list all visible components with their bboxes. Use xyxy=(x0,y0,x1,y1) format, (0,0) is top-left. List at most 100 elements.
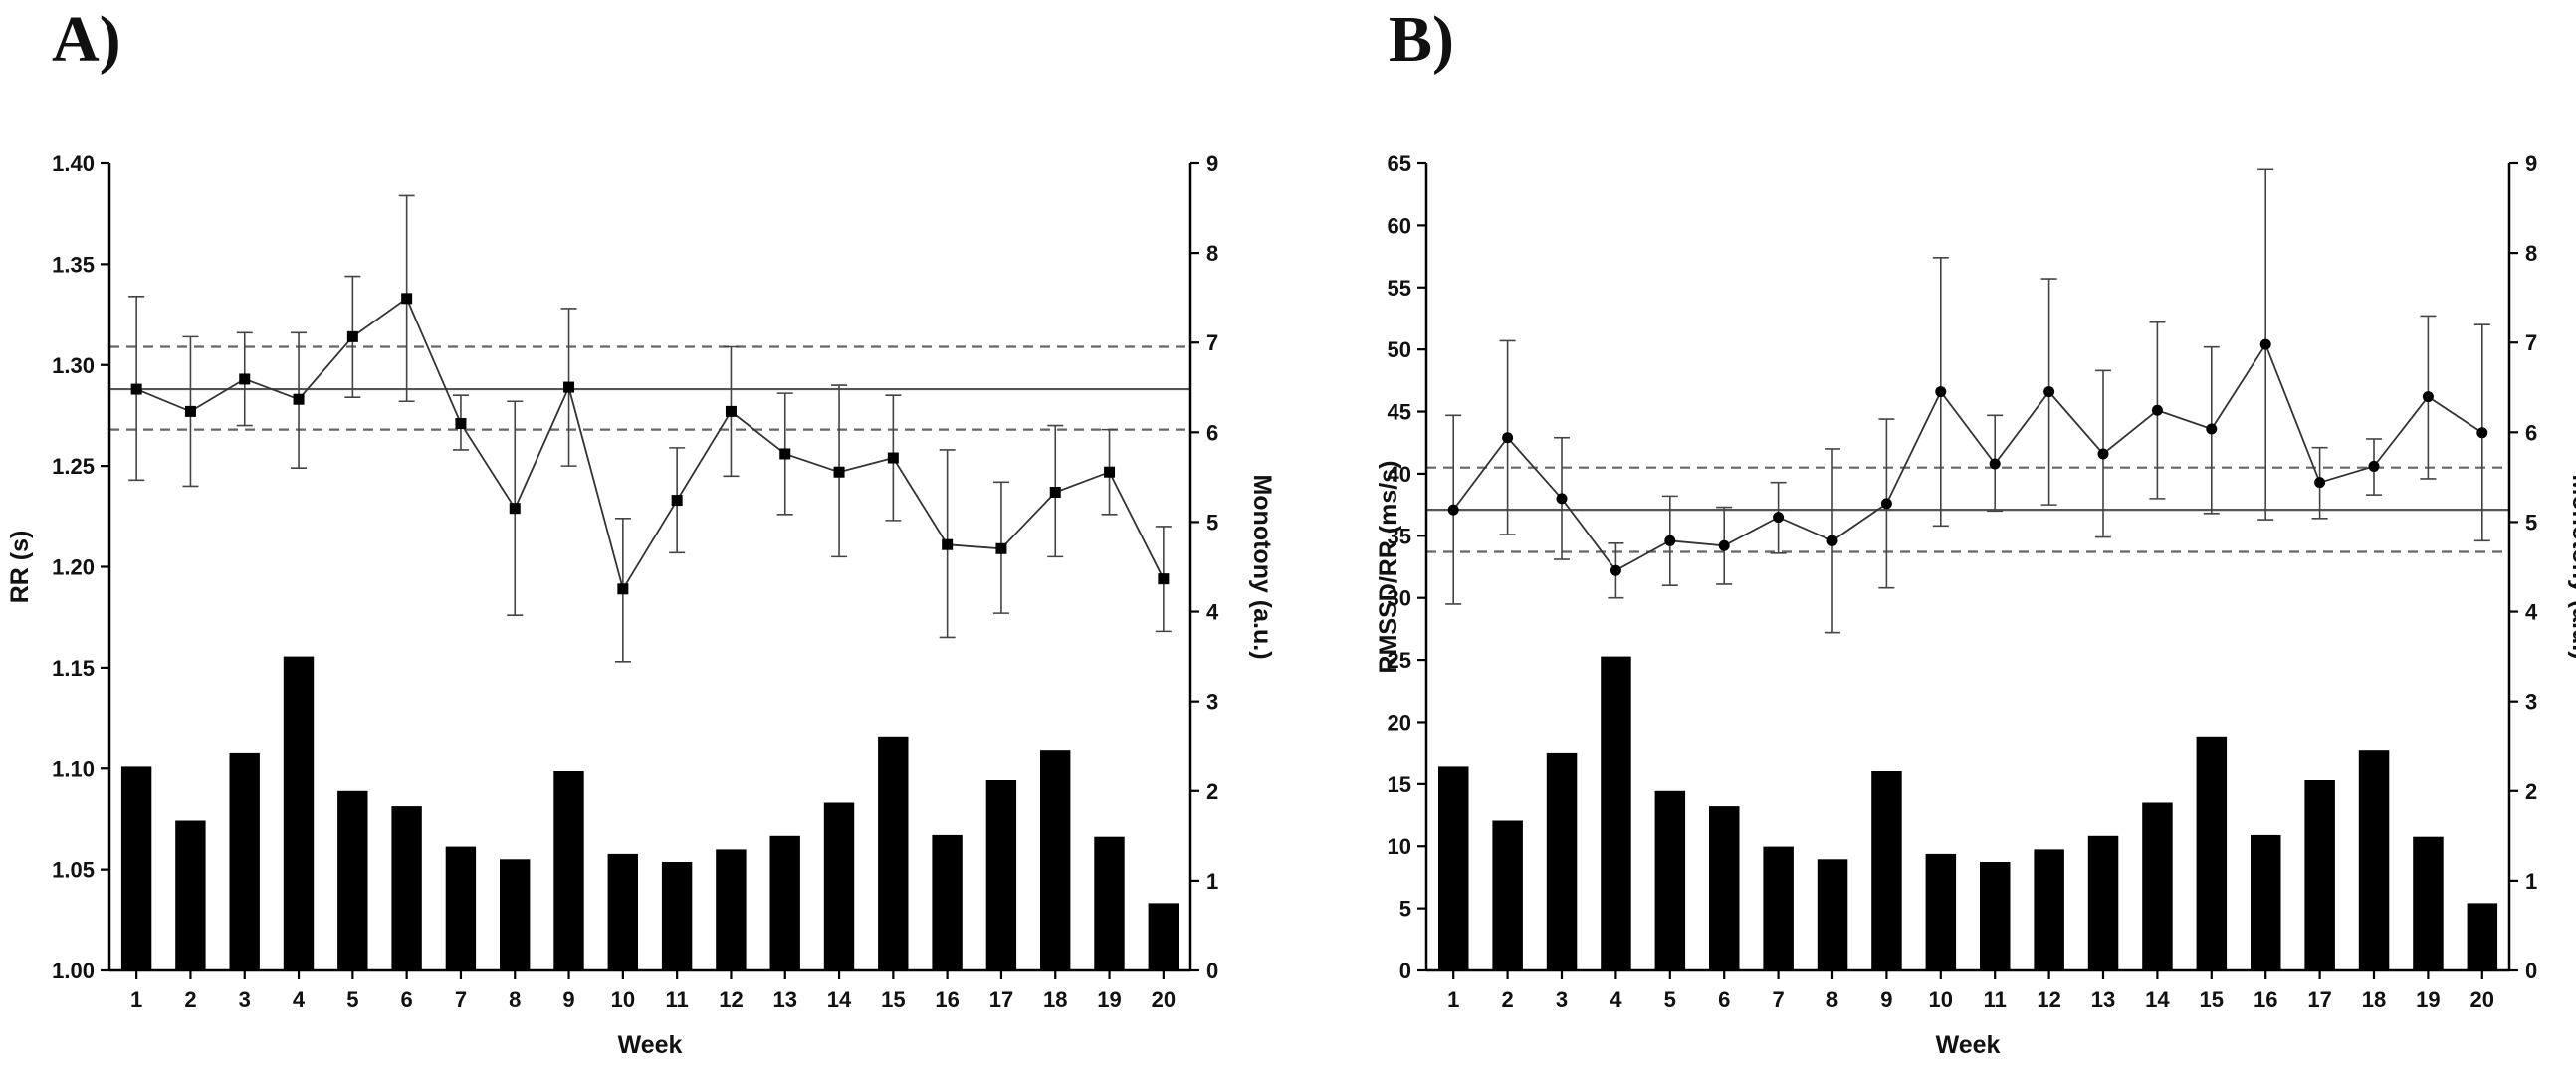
data-point-marker xyxy=(509,503,521,515)
x-tick-label: 4 xyxy=(1610,987,1622,1012)
x-tick-label: 7 xyxy=(455,987,467,1012)
x-tick-label: 13 xyxy=(2091,987,2115,1012)
data-point-marker xyxy=(455,418,467,430)
right-y-tick-label: 1 xyxy=(2525,869,2537,894)
panel-b-label: B) xyxy=(1389,3,1454,76)
monotony-bar xyxy=(932,834,963,970)
left-y-tick-label: 50 xyxy=(1388,337,1411,362)
left-y-tick-label: 1.05 xyxy=(52,858,95,883)
monotony-bar xyxy=(229,752,260,970)
monotony-bar xyxy=(823,802,855,970)
monotony-bar xyxy=(1709,806,1740,970)
x-tick-label: 14 xyxy=(2145,987,2170,1012)
data-point-marker xyxy=(2151,404,2163,416)
x-tick-label: 2 xyxy=(184,987,196,1012)
data-point-marker xyxy=(184,405,196,417)
left-y-tick-label: 15 xyxy=(1388,772,1411,797)
monotony-bar xyxy=(1148,903,1179,970)
x-tick-label: 17 xyxy=(989,987,1013,1012)
monotony-bar xyxy=(175,820,206,970)
data-point-marker xyxy=(671,495,683,507)
data-point-marker xyxy=(1502,432,1514,444)
monotony-bar xyxy=(283,656,315,970)
data-point-marker xyxy=(1556,493,1568,505)
monotony-bar xyxy=(607,853,638,970)
monotony-bar xyxy=(1546,752,1578,970)
right-y-tick-label: 3 xyxy=(2525,690,2537,715)
left-y-tick-label: 1.15 xyxy=(52,656,95,681)
left-y-tick-label: 20 xyxy=(1388,710,1411,735)
monotony-bar xyxy=(769,835,800,970)
data-point-marker xyxy=(130,383,142,395)
x-tick-label: 11 xyxy=(1984,987,2007,1012)
monotony-bar xyxy=(2413,836,2444,970)
monotony-bar xyxy=(878,736,909,970)
x-tick-label: 19 xyxy=(2416,987,2440,1012)
monotony-bar xyxy=(1654,790,1686,970)
right-y-tick-label: 8 xyxy=(2525,241,2537,266)
data-point-marker xyxy=(2368,460,2380,472)
data-point-marker xyxy=(995,542,1007,554)
monotony-bar xyxy=(1763,846,1794,970)
x-tick-label: 20 xyxy=(2470,987,2494,1012)
left-y-tick-label: 30 xyxy=(1388,586,1411,611)
data-point-marker xyxy=(401,293,413,305)
left-y-axis-title: RR (s) xyxy=(6,531,34,604)
data-point-marker xyxy=(2097,448,2109,460)
x-tick-label: 17 xyxy=(2307,987,2331,1012)
right-y-tick-label: 7 xyxy=(1206,330,1218,355)
right-y-tick-label: 9 xyxy=(2525,151,2537,176)
x-tick-label: 18 xyxy=(2362,987,2386,1012)
x-tick-label: 8 xyxy=(509,987,521,1012)
x-tick-label: 16 xyxy=(935,987,959,1012)
right-y-tick-label: 9 xyxy=(1206,151,1218,176)
monotony-bar xyxy=(1980,862,2011,970)
x-tick-label: 4 xyxy=(293,987,306,1012)
monotony-bar xyxy=(2087,835,2119,970)
x-axis-title: Week xyxy=(1936,1031,2001,1059)
right-y-tick-label: 8 xyxy=(1206,241,1218,266)
x-tick-label: 5 xyxy=(346,987,358,1012)
data-point-marker xyxy=(563,381,575,393)
monotony-bar xyxy=(2467,903,2498,970)
right-y-axis-title: Monotony (a.u.) xyxy=(2567,474,2576,659)
left-y-tick-label: 1.25 xyxy=(52,454,95,479)
right-y-tick-label: 0 xyxy=(1206,959,1218,983)
left-y-tick-label: 1.40 xyxy=(52,151,95,176)
monotony-bar xyxy=(2358,750,2390,970)
x-tick-label: 11 xyxy=(666,987,689,1012)
data-point-marker xyxy=(1989,458,2001,470)
left-y-tick-label: 1.10 xyxy=(52,756,95,781)
x-tick-label: 10 xyxy=(611,987,635,1012)
left-y-tick-label: 65 xyxy=(1388,151,1411,176)
chart-panel-a: 1.001.051.101.151.201.251.301.351.400123… xyxy=(6,151,1276,1059)
monotony-bar xyxy=(1925,853,1957,970)
x-tick-label: 19 xyxy=(1097,987,1121,1012)
data-point-marker xyxy=(1935,386,1947,398)
right-y-tick-label: 2 xyxy=(2525,779,2537,804)
data-point-marker xyxy=(2476,427,2488,439)
data-point-marker xyxy=(779,448,791,460)
right-y-tick-label: 1 xyxy=(1206,869,1218,894)
monotony-bar xyxy=(2196,736,2228,970)
right-y-tick-label: 6 xyxy=(1206,420,1218,445)
data-point-marker xyxy=(2259,338,2271,350)
data-point-marker xyxy=(833,466,845,478)
right-y-tick-label: 5 xyxy=(2525,510,2537,535)
monotony-bar xyxy=(500,859,531,970)
left-y-tick-label: 40 xyxy=(1388,462,1411,487)
data-point-marker xyxy=(2314,477,2326,489)
monotony-bar xyxy=(661,862,693,970)
left-y-tick-label: 1.35 xyxy=(52,252,95,277)
x-tick-label: 16 xyxy=(2254,987,2277,1012)
right-y-tick-label: 0 xyxy=(2525,959,2537,983)
monotony-bar xyxy=(445,846,477,970)
right-y-axis-title: Monotony (a.u.) xyxy=(1248,474,1276,659)
right-y-tick-label: 3 xyxy=(1206,690,1218,715)
right-y-tick-label: 7 xyxy=(2525,330,2537,355)
monotony-bar xyxy=(391,806,422,970)
panel-a-label: A) xyxy=(52,3,121,76)
x-tick-label: 10 xyxy=(1929,987,1953,1012)
x-tick-label: 9 xyxy=(562,987,574,1012)
